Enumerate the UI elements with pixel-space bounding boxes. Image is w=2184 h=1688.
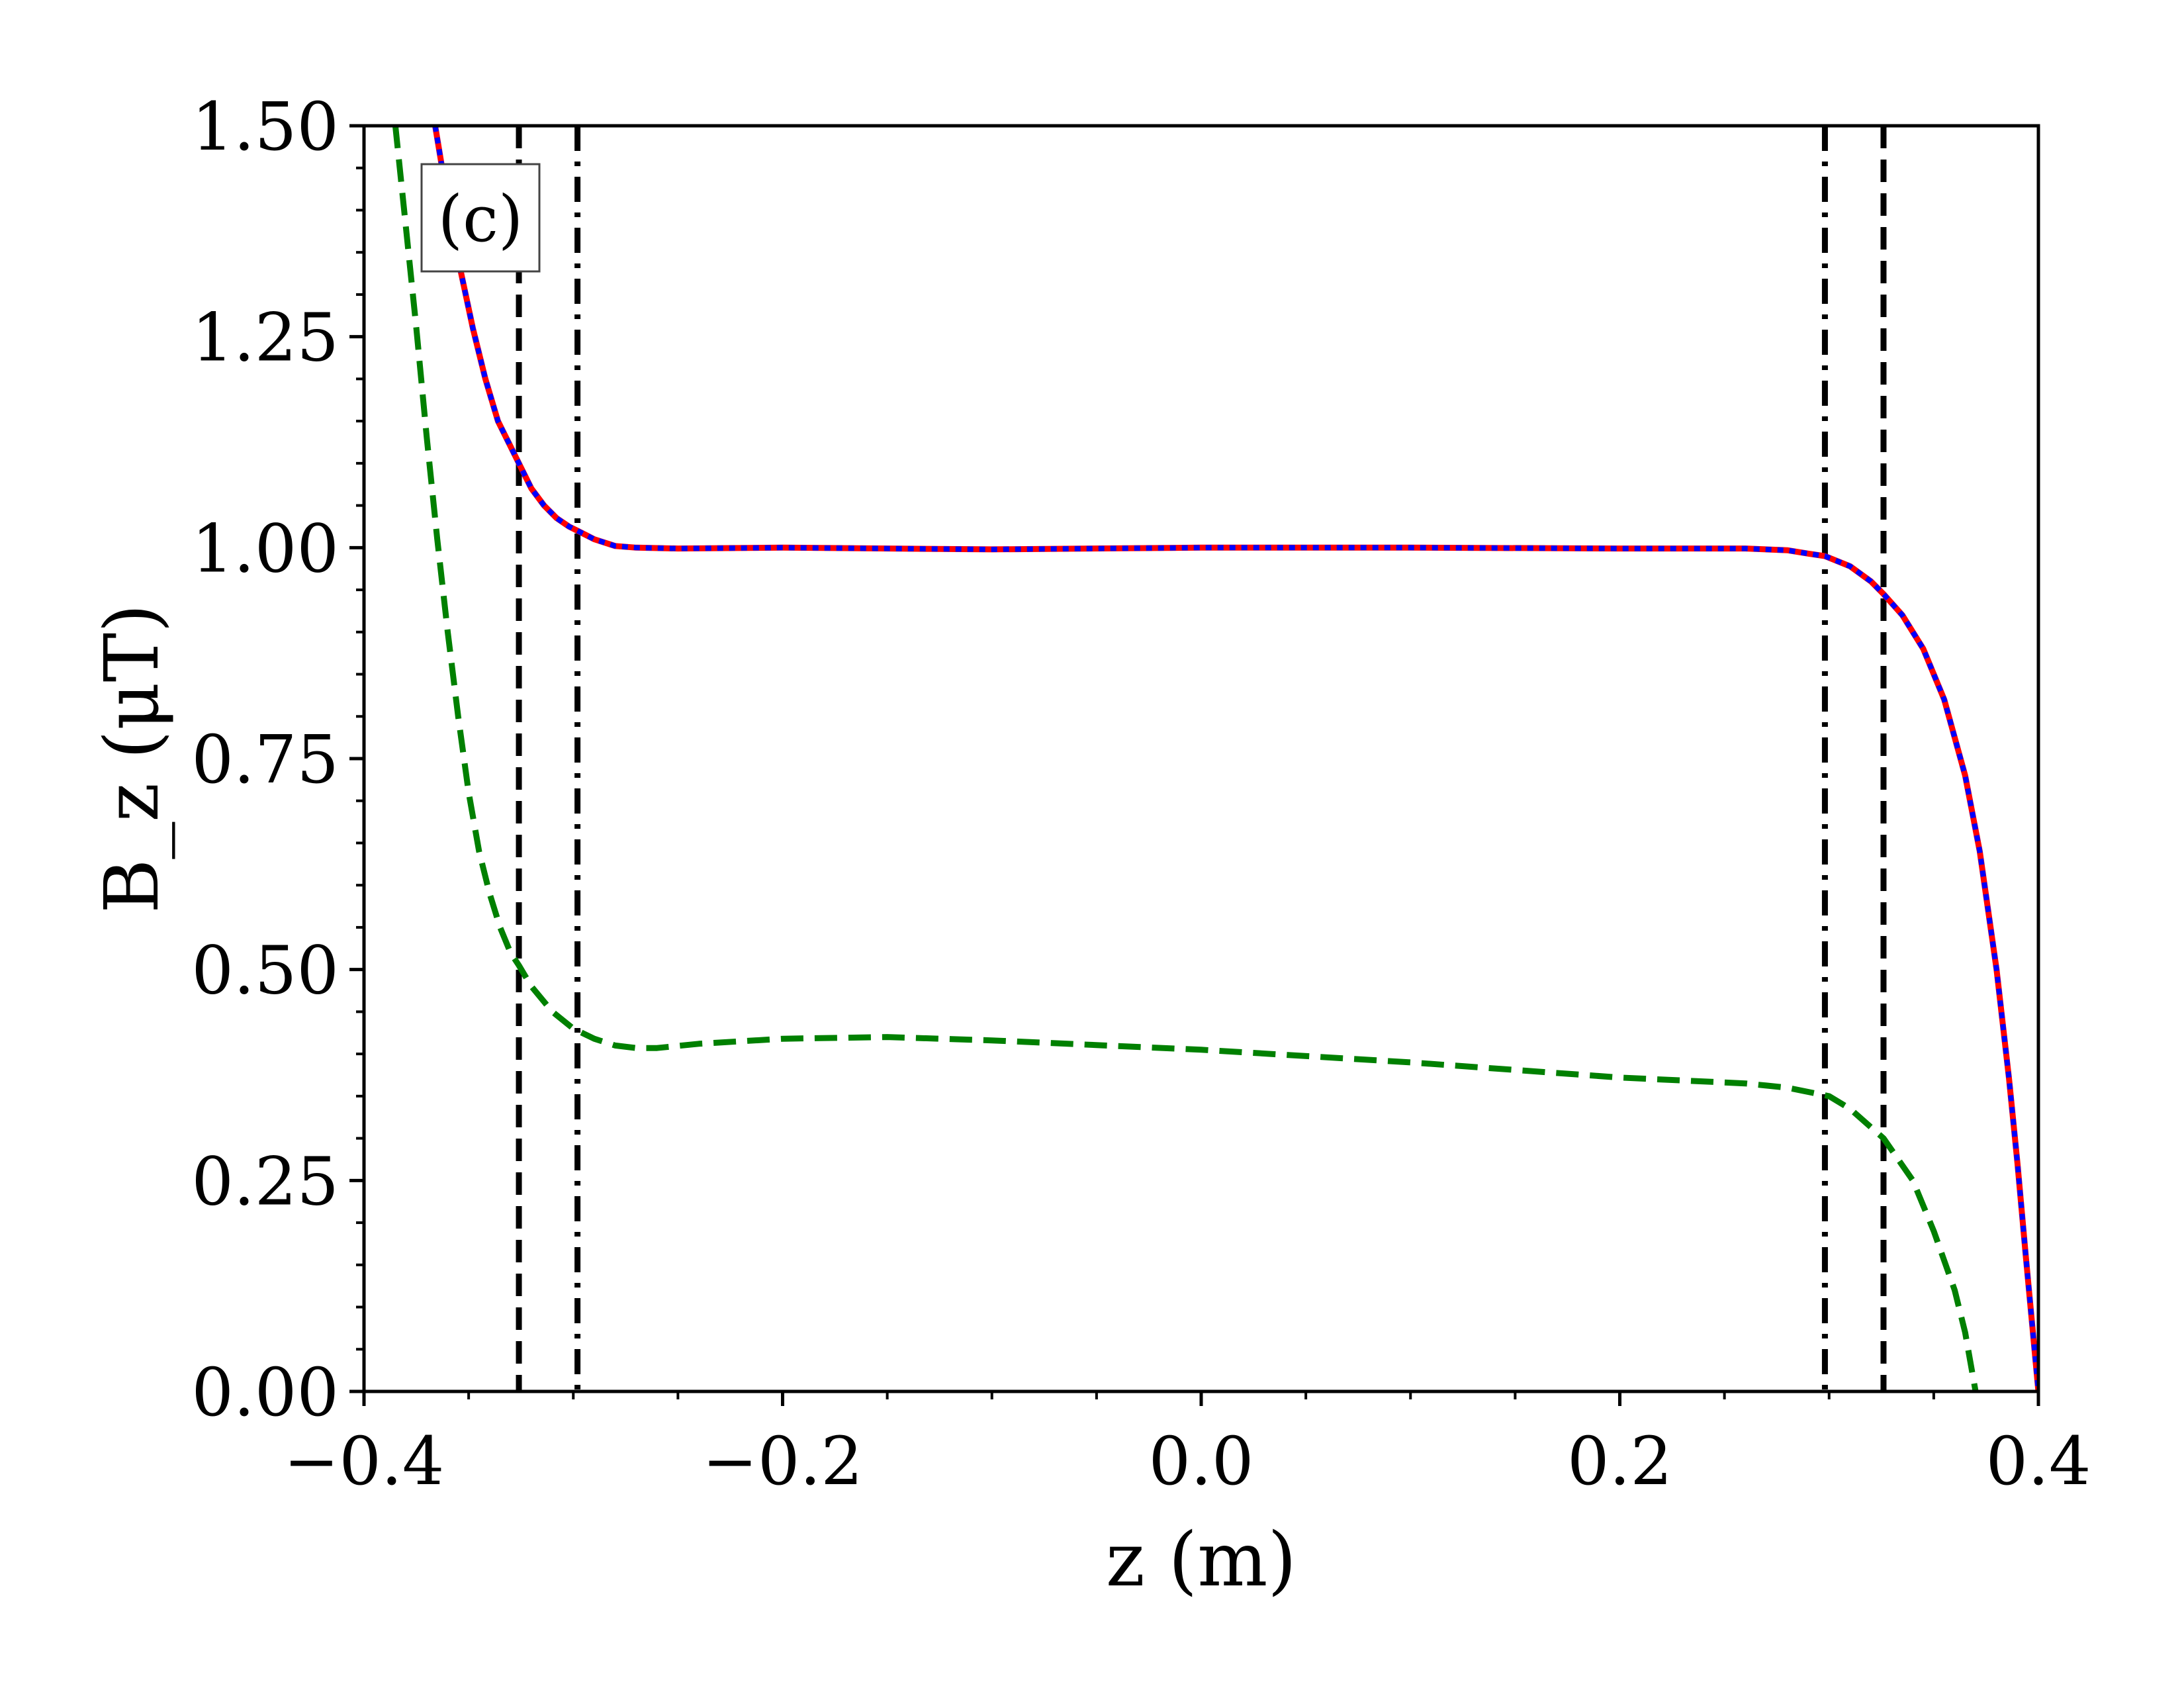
- y-tick-label: 1.25: [191, 299, 339, 377]
- x-tick-label: −0.4: [284, 1423, 445, 1500]
- plot-lines: [392, 126, 2038, 1391]
- plot-frame: [362, 124, 2040, 1393]
- panel-label: (c): [438, 182, 523, 256]
- series-line-3: [392, 126, 1979, 1391]
- y-tick-label: 0.25: [191, 1143, 339, 1220]
- axis-ticks: −0.4 −0.2 0.0 0.2 0.4 0.00 0.25 0.50 0.75 1.00 1.2…: [191, 88, 2091, 1500]
- x-tick-label: 0.0: [1148, 1423, 1253, 1500]
- series-line-1: [432, 126, 2038, 1391]
- x-tick-label: 0.2: [1567, 1423, 1672, 1500]
- y-tick-label: 1.50: [191, 88, 339, 165]
- x-tick-label: −0.2: [702, 1423, 863, 1500]
- x-tick-label: 0.4: [1985, 1423, 2091, 1500]
- panel-label-box: (c): [420, 163, 541, 273]
- y-tick-label: 0.00: [191, 1354, 339, 1431]
- y-axis-label: B_z (μT): [89, 604, 175, 914]
- series-line-2: [432, 126, 2038, 1391]
- y-tick-label: 0.75: [191, 721, 339, 798]
- y-tick-label: 1.00: [191, 510, 339, 587]
- x-axis-label: z (m): [1106, 1517, 1297, 1603]
- y-tick-label: 0.50: [191, 932, 339, 1009]
